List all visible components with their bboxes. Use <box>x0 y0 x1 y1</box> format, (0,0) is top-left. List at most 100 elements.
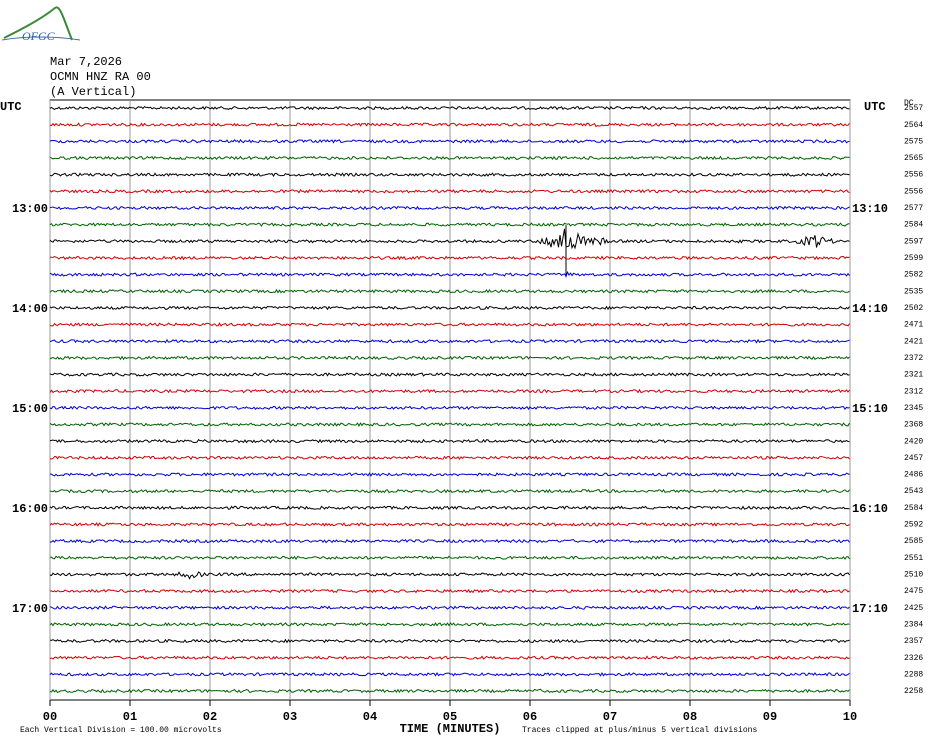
trace <box>49 372 850 377</box>
trace <box>49 522 850 527</box>
dc-value: 2535 <box>904 287 923 296</box>
trace <box>49 122 850 128</box>
dc-value: 2420 <box>904 437 923 446</box>
trace <box>49 488 850 494</box>
trace <box>49 455 850 461</box>
dc-value: 2345 <box>904 404 923 413</box>
dc-value: 2575 <box>904 137 923 146</box>
dc-value: 2585 <box>904 537 923 546</box>
left-axis-label: UTC <box>0 100 22 114</box>
dc-value: 2502 <box>904 304 923 313</box>
left-time-label: 17:00 <box>12 602 48 616</box>
trace <box>49 571 850 580</box>
trace <box>49 322 850 327</box>
dc-value: 2357 <box>904 637 923 646</box>
dc-value: 2597 <box>904 237 923 246</box>
trace <box>49 338 850 344</box>
trace <box>49 538 850 544</box>
trace <box>49 638 850 644</box>
dc-value: 2321 <box>904 371 923 380</box>
trace <box>49 505 850 511</box>
trace <box>49 205 850 211</box>
x-tick-label: 10 <box>843 710 857 724</box>
dc-value: 2471 <box>904 321 923 330</box>
trace <box>49 671 850 677</box>
component: (A Vertical) <box>50 85 136 99</box>
clip-note: Traces clipped at plus/minus 5 vertical … <box>522 726 757 735</box>
x-tick-label: 01 <box>123 710 137 724</box>
trace <box>49 255 850 261</box>
x-axis-label: TIME (MINUTES) <box>400 722 501 736</box>
trace <box>49 305 850 311</box>
x-tick-label: 05 <box>443 710 457 724</box>
dc-value: 2421 <box>904 337 923 346</box>
dc-value: 2384 <box>904 620 923 629</box>
trace <box>49 222 850 227</box>
x-tick-label: 03 <box>283 710 297 724</box>
dc-value: 2564 <box>904 121 923 130</box>
date: Mar 7,2026 <box>50 55 122 69</box>
trace <box>49 189 850 194</box>
trace <box>49 422 850 427</box>
dc-value: 2312 <box>904 387 923 396</box>
dc-value: 2543 <box>904 487 923 496</box>
right-time-label: 17:10 <box>852 602 888 616</box>
left-time-label: 16:00 <box>12 502 48 516</box>
logo-text: OFGC <box>22 29 56 43</box>
trace <box>49 355 850 361</box>
trace <box>49 405 850 411</box>
trace <box>49 228 850 250</box>
trace <box>49 688 850 694</box>
right-time-label: 14:10 <box>852 302 888 316</box>
dc-value: 2510 <box>904 571 923 580</box>
left-time-label: 13:00 <box>12 202 48 216</box>
trace <box>49 288 850 294</box>
trace <box>49 438 850 444</box>
left-time-label: 15:00 <box>12 402 48 416</box>
dc-value: 2599 <box>904 254 923 263</box>
dc-value: 2565 <box>904 154 923 163</box>
x-tick-label: 08 <box>683 710 697 724</box>
dc-value: 2475 <box>904 587 923 596</box>
x-tick-label: 06 <box>523 710 537 724</box>
trace <box>49 555 850 561</box>
trace <box>49 172 850 177</box>
dc-value: 2326 <box>904 654 923 663</box>
dc-value: 2584 <box>904 504 923 513</box>
dc-value: 2556 <box>904 187 923 196</box>
trace <box>49 138 850 144</box>
dc-value: 2258 <box>904 687 923 696</box>
trace <box>49 472 850 477</box>
trace <box>49 605 850 611</box>
dc-value: 2372 <box>904 354 923 363</box>
left-time-label: 14:00 <box>12 302 48 316</box>
right-time-label: 13:10 <box>852 202 888 216</box>
station: OCMN HNZ RA 00 <box>50 70 151 84</box>
dc-value: 2556 <box>904 171 923 180</box>
dc-value: 2577 <box>904 204 923 213</box>
x-tick-label: 09 <box>763 710 777 724</box>
x-tick-label: 04 <box>363 710 377 724</box>
trace <box>49 588 850 594</box>
dc-value: 2557 <box>904 104 923 113</box>
x-tick-label: 00 <box>43 710 57 724</box>
trace <box>49 655 850 660</box>
dc-value: 2551 <box>904 554 923 563</box>
x-tick-label: 02 <box>203 710 217 724</box>
dc-value: 2584 <box>904 221 923 230</box>
dc-value: 2368 <box>904 421 923 430</box>
right-time-label: 15:10 <box>852 402 888 416</box>
logo: OFGC <box>1 6 81 43</box>
dc-label: DC <box>904 99 914 108</box>
dc-value: 2582 <box>904 271 923 280</box>
trace <box>49 155 850 161</box>
trace <box>49 105 850 111</box>
trace <box>49 388 850 394</box>
x-tick-label: 07 <box>603 710 617 724</box>
dc-value: 2288 <box>904 670 923 679</box>
right-axis-label: UTC <box>864 100 886 114</box>
dc-value: 2425 <box>904 604 923 613</box>
trace <box>49 270 850 278</box>
dc-value: 2457 <box>904 454 923 463</box>
